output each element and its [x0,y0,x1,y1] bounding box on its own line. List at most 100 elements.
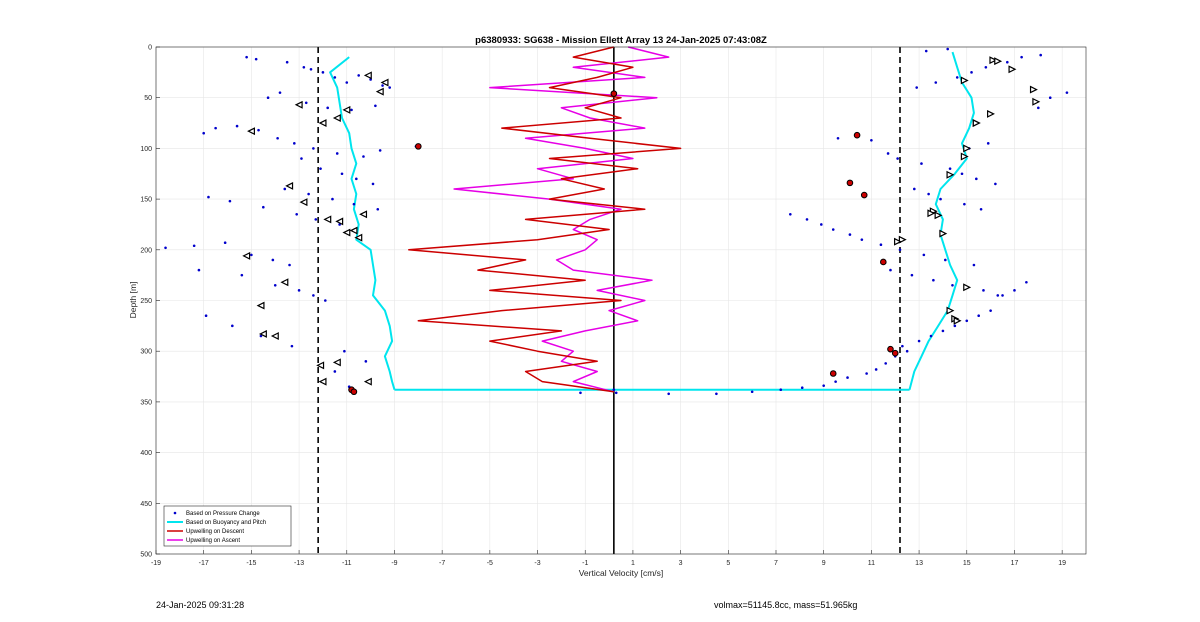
pressure-point [932,278,935,282]
pressure-point [948,167,952,170]
descent-triangle-marker [349,226,358,235]
pressure-point [910,273,914,277]
red-filled-marker [350,388,358,396]
pressure-point [922,253,926,257]
pressure-point [944,258,947,262]
pressure-point [259,334,263,338]
grid-lines [155,46,1086,555]
descent-triangle-marker [359,210,368,219]
pressure-point [254,57,258,61]
pressure-point [848,233,852,236]
ascent-triangle-marker [994,57,1003,66]
pressure-point [204,314,208,318]
pressure-point [197,268,201,272]
pressure-point [898,248,902,252]
descent-triangle-marker [242,251,251,260]
pressure-point [820,223,823,226]
ascent-triangle-marker [972,119,981,128]
pressure-point [1039,53,1042,57]
pressure-point [300,157,303,160]
pressure-point [915,86,918,89]
pressure-point [290,344,294,348]
pressure-point [357,74,360,77]
pressure-point [235,124,239,128]
ascent-triangle-marker [953,316,962,325]
pressure-point [789,213,792,216]
pressure-point [355,177,358,181]
y-tick-label: 400 [140,450,152,457]
pressure-point [240,273,244,277]
y-tick-label: 200 [140,247,152,254]
pressure-point [388,86,391,89]
pressure-point [283,187,287,191]
red-filled-marker [853,131,861,139]
pressure-point [340,172,344,176]
y-tick-label: 150 [140,197,152,204]
descent-triangle-marker [318,377,327,386]
x-tick-label: 5 [726,560,730,567]
x-tick-label: 13 [915,560,923,567]
pressure-point [822,384,825,387]
pressure-point [312,147,315,150]
descent-triangle-marker [280,278,289,287]
pressure-point [331,197,334,201]
pressure-point [278,91,282,94]
x-tick-label: -9 [391,560,397,567]
ascent-triangle-marker [1029,85,1038,94]
pressure-point [276,136,279,140]
pressure-point [321,71,325,74]
y-tick-label: 300 [140,349,152,356]
pressure-point [1025,280,1028,284]
red-filled-marker [860,191,868,199]
descent-triangle-marker [342,105,351,114]
pressure-point [345,81,349,84]
pressure-point [805,218,809,221]
pressure-point [1065,91,1069,94]
x-tick-label: 1 [631,560,635,567]
legend-box [163,505,292,547]
pressure-point [245,55,248,59]
descent-triangle-marker [332,114,341,122]
x-tick-label: -13 [294,560,304,567]
upwelling-ascent-line [453,46,670,393]
x-axis-label: Vertical Velocity [cm/s] [579,568,664,578]
pressure-point [378,149,382,152]
descent-triangle-marker [375,87,384,96]
pressure-point [965,319,969,323]
pressure-point [231,324,234,328]
pressure-point [953,324,957,328]
pressure-point [164,246,167,250]
pressure-point [860,238,864,241]
pressure-point [667,392,670,396]
x-tick-label: 11 [868,560,875,567]
y-tick-label: 250 [140,298,152,305]
footer-volmax-mass: volmax=51145.8cc, mass=51.965kg [714,600,858,610]
descent-triangle-marker [270,332,279,340]
x-tick-label: 3 [679,560,683,567]
pressure-point [979,207,983,211]
pressure-point [879,243,883,247]
pressure-point [834,380,837,383]
pressure-point [970,71,973,74]
pressure-point [831,228,835,231]
pressure-point [927,192,930,196]
pressure-point [946,47,949,51]
pressure-point [302,65,306,69]
pressure-point [288,263,291,267]
pressure-point [884,362,887,365]
descent-triangle-marker [363,71,372,80]
pressure-point [293,142,296,145]
red-filled-marker [415,143,422,150]
pressure-point [800,386,804,390]
legend-entry-label: Upwelling on Descent [186,529,244,535]
y-axis-label: Depth [m] [128,282,138,319]
descent-triangle-marker [285,181,294,190]
pressure-point [1048,96,1052,99]
pressure-point [750,390,754,394]
pressure-point [192,244,196,248]
ascent-triangle-marker [946,170,955,179]
footer-timestamp: 24-Jan-2025 09:31:28 [156,600,245,610]
y-tick-label: 0 [148,45,152,52]
x-tick-label: 15 [963,560,971,567]
pressure-point [989,309,992,312]
